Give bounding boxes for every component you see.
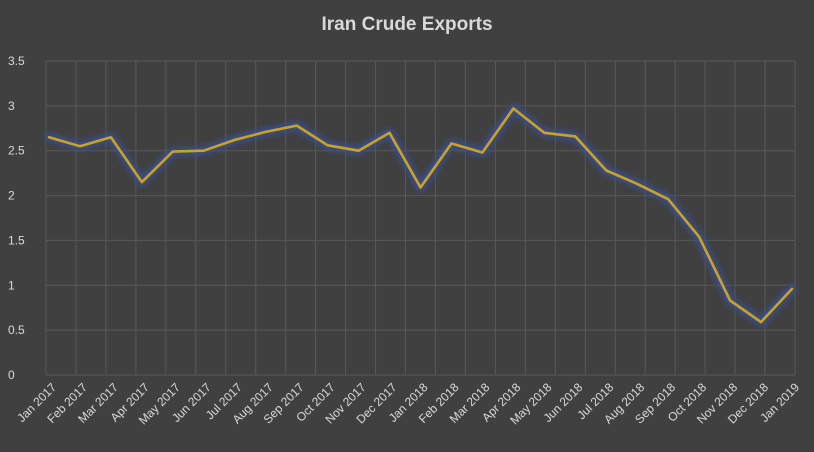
y-axis-tick-labels: 0 0.5 1 1.5 2 2.5 3 3.5 xyxy=(8,54,25,382)
gridlines xyxy=(45,60,796,376)
y-tick-label: 0.5 xyxy=(8,323,25,337)
chart-title: Iran Crude Exports xyxy=(321,14,493,35)
y-tick-label: 1.5 xyxy=(8,233,25,247)
y-tick-label: 3 xyxy=(8,99,15,113)
series-line xyxy=(47,107,794,324)
y-tick-label: 2 xyxy=(8,189,15,203)
y-tick-label: 3.5 xyxy=(8,54,25,68)
series-layer xyxy=(44,104,797,327)
y-tick-label: 0 xyxy=(8,368,15,382)
y-tick-label: 2.5 xyxy=(8,144,25,158)
y-tick-label: 1 xyxy=(8,278,15,292)
